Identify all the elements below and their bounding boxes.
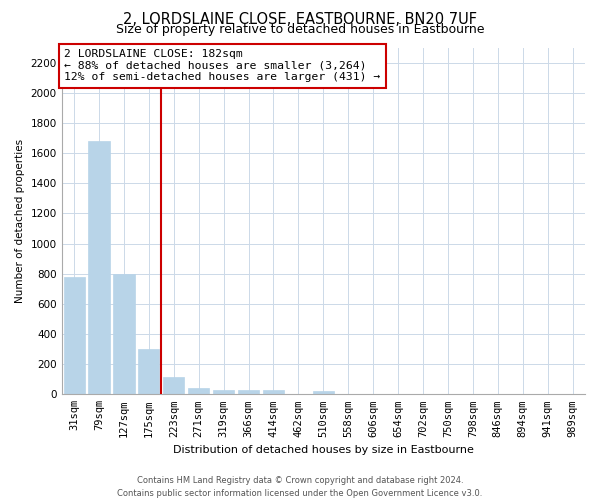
Bar xyxy=(113,274,134,394)
Bar xyxy=(64,276,85,394)
Text: 2 LORDSLAINE CLOSE: 182sqm
← 88% of detached houses are smaller (3,264)
12% of s: 2 LORDSLAINE CLOSE: 182sqm ← 88% of deta… xyxy=(64,49,380,82)
X-axis label: Distribution of detached houses by size in Eastbourne: Distribution of detached houses by size … xyxy=(173,445,474,455)
Bar xyxy=(88,141,110,395)
Bar xyxy=(313,392,334,394)
Text: 2, LORDSLAINE CLOSE, EASTBOURNE, BN20 7UF: 2, LORDSLAINE CLOSE, EASTBOURNE, BN20 7U… xyxy=(123,12,477,28)
Text: Size of property relative to detached houses in Eastbourne: Size of property relative to detached ho… xyxy=(116,22,484,36)
Text: Contains HM Land Registry data © Crown copyright and database right 2024.
Contai: Contains HM Land Registry data © Crown c… xyxy=(118,476,482,498)
Bar xyxy=(238,390,259,394)
Bar xyxy=(188,388,209,394)
Bar xyxy=(213,390,234,394)
Y-axis label: Number of detached properties: Number of detached properties xyxy=(15,139,25,303)
Bar xyxy=(163,377,184,394)
Bar xyxy=(263,390,284,394)
Bar xyxy=(138,349,160,395)
